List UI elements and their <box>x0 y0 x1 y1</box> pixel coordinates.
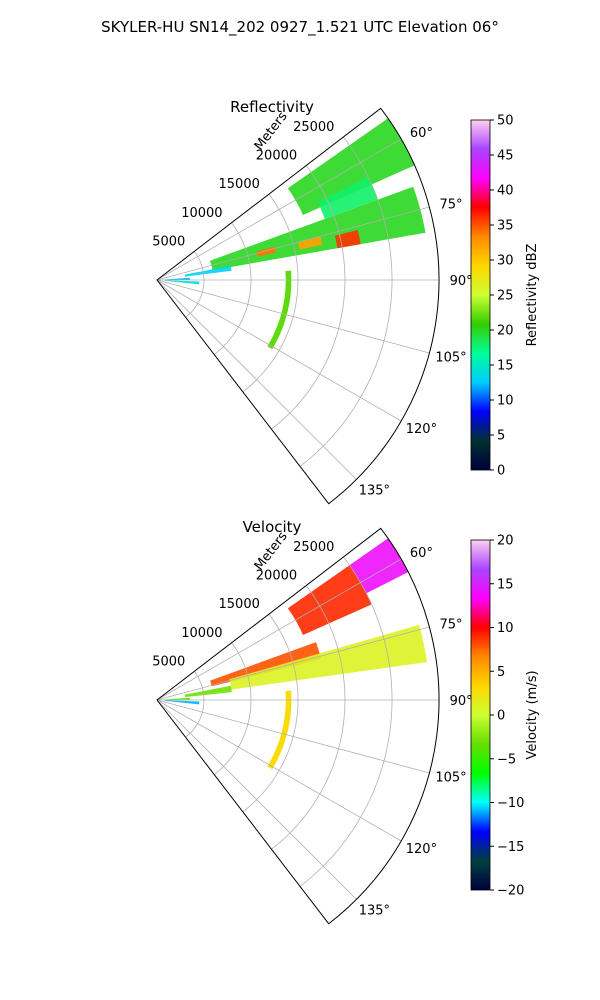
theta-tick-label: 90° <box>450 694 473 709</box>
colorbar-tick-label: −10 <box>497 796 524 811</box>
colorbar-tick-label: −20 <box>497 884 524 899</box>
echo-region <box>229 624 427 690</box>
colorbar-tick-label: 40 <box>497 184 514 199</box>
velocity-panel: Velocity 60° 75° 90° 105° 120° 135° 5000 10000 1… <box>152 518 540 925</box>
radial-gridline <box>156 699 430 774</box>
echo-region <box>349 538 409 594</box>
range-tick-label: 10000 <box>181 626 222 641</box>
panel-title: Reflectivity <box>230 98 314 116</box>
range-ring <box>299 136 393 467</box>
range-ring <box>213 642 252 775</box>
range-ring <box>242 613 299 813</box>
echo-region <box>164 697 190 700</box>
colorbar-tick-label: 20 <box>497 534 514 549</box>
colorbar-tick-label: −5 <box>497 752 516 767</box>
panel-title: Velocity <box>243 518 302 536</box>
range-tick-label: 10000 <box>181 206 222 221</box>
velocity-colorbar: −20 −15 −10 −5 0 5 10 15 20 Velocity (m/s) <box>470 534 540 899</box>
echo-region <box>210 642 322 687</box>
range-ring <box>185 251 205 318</box>
range-tick-label: 5000 <box>152 234 185 249</box>
polar-sector-plot: 60° 75° 90° 105° 120° 135° 5000 10000 15000 20000… <box>152 527 473 925</box>
theta-tick-label: 105° <box>435 771 466 786</box>
echo-region <box>164 280 200 285</box>
range-tick-label: 5000 <box>152 654 185 669</box>
colorbar-tick-label: 10 <box>497 394 514 409</box>
reflectivity-panel: Reflectivity 60° 75° 90° 105° 120° 135° 5000 10… <box>152 98 540 505</box>
theta-tick-label: 60° <box>410 546 433 561</box>
range-tick-label: 20000 <box>256 149 297 164</box>
range-ring <box>271 165 346 430</box>
theta-tick-label: 105° <box>435 351 466 366</box>
figure-title: SKYLER-HU SN14_202 0927_1.521 UTC Elevat… <box>101 18 499 37</box>
colorbar-label: Velocity (m/s) <box>525 670 540 759</box>
polar-sector-plot: 60° 75° 90° 105° 120° 135° 5000 10000 15000 20000… <box>152 107 473 505</box>
colorbar-label: Reflectivity dBZ <box>525 244 540 347</box>
colorbar-tick-label: 15 <box>497 359 514 374</box>
range-ring <box>299 556 393 887</box>
echo-region <box>164 700 200 705</box>
colorbar-scale <box>470 539 491 891</box>
echo-region <box>184 265 232 277</box>
arc-echo <box>267 690 292 770</box>
range-tick-label: 15000 <box>219 597 260 612</box>
echo-region <box>287 118 415 215</box>
range-ring <box>242 193 299 393</box>
echo-region <box>210 186 426 271</box>
theta-tick-label: 120° <box>406 842 437 857</box>
echo-region <box>317 177 378 219</box>
colorbar-tick-label: 30 <box>497 254 514 269</box>
colorbar-tick-label: −15 <box>497 840 524 855</box>
colorbar-tick-label: 15 <box>497 577 514 592</box>
sector-outline <box>156 107 440 505</box>
arc-echo <box>267 270 292 350</box>
colorbar-tick-label: 0 <box>497 709 505 724</box>
theta-tick-label: 90° <box>450 274 473 289</box>
theta-tick-label: 75° <box>439 197 462 212</box>
polar-grid <box>156 136 439 480</box>
radial-gridline <box>156 279 430 354</box>
polar-grid <box>156 556 439 900</box>
colorbar-tick-label: 45 <box>497 149 514 164</box>
range-ring <box>213 222 252 355</box>
colorbar-tick-label: 35 <box>497 219 514 234</box>
colorbar-tick-label: 20 <box>497 324 514 339</box>
theta-tick-label: 135° <box>359 483 390 498</box>
radial-gridline <box>156 558 402 701</box>
colorbar-tick-label: 50 <box>497 114 514 129</box>
colorbar-tick-label: 5 <box>497 665 505 680</box>
radial-gridline <box>156 279 357 480</box>
theta-tick-label: 75° <box>439 617 462 632</box>
reflectivity-colorbar: 0 5 10 15 20 25 30 35 40 45 50 Reflectivity dBZ <box>470 114 540 479</box>
radial-gridline <box>156 626 430 701</box>
range-ring <box>271 585 346 850</box>
radial-gridline <box>156 206 430 281</box>
radial-gridline <box>156 279 402 422</box>
radial-gridline <box>156 138 402 281</box>
echo-region <box>164 277 190 280</box>
theta-tick-label: 135° <box>359 903 390 918</box>
colorbar-tick-label: 10 <box>497 621 514 636</box>
colorbar-tick-label: 0 <box>497 464 505 479</box>
range-ring <box>185 671 205 738</box>
range-tick-label: 20000 <box>256 569 297 584</box>
radial-gridline <box>156 699 402 842</box>
range-tick-label: 25000 <box>293 540 334 555</box>
theta-tick-label: 60° <box>410 126 433 141</box>
echo-layer <box>164 118 426 350</box>
theta-tick-label: 120° <box>406 422 437 437</box>
echo-region <box>256 246 277 257</box>
colorbar-tick-label: 25 <box>497 289 514 304</box>
sector-outline <box>156 527 440 925</box>
colorbar-scale <box>470 119 491 471</box>
range-tick-label: 15000 <box>219 177 260 192</box>
radial-gridline <box>156 699 357 900</box>
echo-region <box>297 236 323 250</box>
colorbar-tick-label: 5 <box>497 429 505 444</box>
echo-region <box>184 685 232 698</box>
range-tick-label: 25000 <box>293 120 334 135</box>
